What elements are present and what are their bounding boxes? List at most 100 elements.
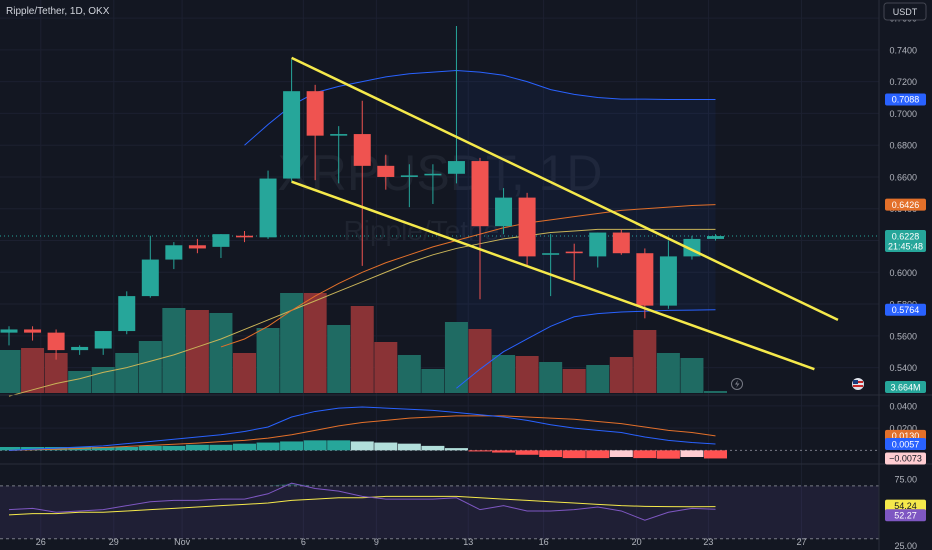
candle[interactable] — [118, 291, 136, 335]
ma-price-label[interactable]: 0.6426 — [885, 198, 926, 211]
candle-body[interactable] — [707, 236, 724, 239]
macd-histogram-bar[interactable] — [185, 444, 209, 451]
macd-histogram-bar[interactable] — [233, 443, 256, 451]
rsi-tick-label[interactable]: 75.00 — [894, 475, 917, 485]
candle[interactable] — [424, 164, 442, 204]
macd-histogram-bar[interactable] — [91, 447, 115, 451]
volume-bar[interactable] — [539, 362, 563, 393]
bollinger-upper-price-label-text[interactable]: 0.7088 — [892, 95, 920, 105]
macd-histogram-bar[interactable] — [468, 450, 492, 452]
macd-tick-label[interactable]: 0.0400 — [889, 401, 917, 411]
time-tick-label[interactable]: 16 — [539, 537, 549, 547]
macd-histogram-bar[interactable] — [115, 447, 139, 451]
volume-bar[interactable] — [421, 369, 445, 393]
candle-body[interactable] — [659, 256, 677, 306]
volume-bar[interactable] — [21, 348, 45, 393]
time-tick-label[interactable]: 27 — [796, 537, 806, 547]
rsi-ma-label-text[interactable]: 54.24 — [894, 501, 917, 511]
volume-bar[interactable] — [138, 341, 162, 393]
currency-button[interactable]: USDT — [883, 2, 927, 21]
candle[interactable] — [495, 188, 513, 235]
flash-icon[interactable] — [731, 378, 743, 390]
price-axis[interactable]: 0.54000.56000.58000.60000.62000.64000.66… — [885, 14, 926, 550]
volume-bar[interactable] — [233, 353, 256, 393]
volume-price-label-text[interactable]: 3.664M — [890, 382, 920, 392]
volume-bar[interactable] — [515, 356, 539, 393]
candle[interactable] — [447, 26, 465, 184]
macd-histogram-bar[interactable] — [562, 450, 586, 459]
candle-body[interactable] — [377, 165, 395, 177]
candle-body[interactable] — [188, 245, 206, 249]
volume-bar[interactable] — [162, 308, 186, 393]
candle-body[interactable] — [353, 134, 371, 166]
symbol-title[interactable]: Ripple/Tether, 1D, OKX — [6, 6, 110, 17]
macd-signal-line[interactable] — [8, 415, 716, 451]
volume-bar[interactable] — [680, 358, 704, 393]
macd-histogram-bar[interactable] — [704, 450, 727, 459]
volume-bar[interactable] — [492, 355, 516, 393]
candle[interactable] — [330, 126, 348, 184]
candle[interactable] — [636, 248, 654, 319]
macd-histogram-bar[interactable] — [0, 447, 21, 451]
time-tick-label[interactable]: 26 — [36, 537, 46, 547]
volume-bar[interactable] — [444, 322, 468, 393]
macd-pane[interactable] — [0, 406, 879, 459]
candle[interactable] — [565, 243, 583, 281]
volume-bar[interactable] — [468, 329, 492, 393]
candle[interactable] — [259, 170, 277, 239]
volume-bar[interactable] — [350, 306, 374, 393]
candle[interactable] — [471, 157, 489, 300]
macd-histogram-bar[interactable] — [138, 445, 162, 451]
volume-bar[interactable] — [327, 325, 351, 393]
macd-histogram-bar[interactable] — [162, 445, 186, 451]
macd-histogram-bar[interactable] — [280, 441, 304, 451]
bollinger-lower-price-label[interactable]: 0.5764 — [885, 303, 926, 316]
price-tick-label[interactable]: 0.7000 — [889, 109, 917, 119]
bollinger-lower-price-label-bg[interactable] — [885, 303, 926, 316]
macd-histogram-bar[interactable] — [515, 450, 539, 455]
macd-histogram-bar[interactable] — [656, 450, 680, 459]
trendline[interactable] — [291, 180, 815, 371]
macd-histogram-bar[interactable] — [350, 441, 374, 451]
candle[interactable] — [94, 331, 112, 355]
volume-bar[interactable] — [633, 330, 657, 393]
volume-price-label-bg[interactable] — [885, 381, 926, 393]
candle[interactable] — [0, 326, 18, 346]
volume-price-label[interactable]: 3.664M — [885, 381, 926, 393]
volume-bar[interactable] — [185, 310, 209, 393]
bollinger-upper-price-label[interactable]: 0.7088 — [885, 93, 926, 106]
volume-bar[interactable] — [656, 353, 680, 393]
candle-body[interactable] — [165, 245, 183, 260]
candle-body[interactable] — [330, 134, 348, 136]
candle-body[interactable] — [259, 178, 277, 238]
ma-orange-line[interactable] — [220, 204, 716, 348]
macd-histogram-bar[interactable] — [680, 450, 704, 457]
rsi-ma-line[interactable] — [8, 495, 716, 516]
candle-body[interactable] — [612, 232, 630, 254]
price-tick-label[interactable]: 0.6800 — [889, 141, 917, 151]
bollinger-upper-line[interactable] — [244, 70, 716, 146]
bollinger-lower-line[interactable] — [456, 309, 716, 389]
macd-histogram-label[interactable]: −0.0073 — [885, 452, 926, 465]
volume-bar[interactable] — [303, 293, 327, 393]
macd-value-label-text[interactable]: 0.0057 — [892, 439, 920, 449]
volume-bar[interactable] — [609, 357, 633, 393]
candle[interactable] — [542, 234, 560, 297]
candle-body[interactable] — [636, 253, 654, 306]
last-price-label-bg[interactable] — [885, 230, 926, 253]
volume-bar[interactable] — [704, 391, 727, 393]
macd-value-label[interactable]: 0.0057 — [885, 438, 926, 450]
rsi-value-label-text[interactable]: 52.27 — [894, 511, 917, 521]
candle-body[interactable] — [24, 329, 42, 333]
candle[interactable] — [306, 84, 324, 181]
candle-body[interactable] — [447, 161, 465, 174]
time-tick-label[interactable]: 13 — [463, 537, 473, 547]
ma-yellow-line[interactable] — [8, 228, 716, 397]
time-tick-label[interactable]: 6 — [301, 537, 306, 547]
price-tick-label[interactable]: 0.6000 — [889, 268, 917, 278]
price-tick-label[interactable]: 0.5600 — [889, 331, 917, 341]
candle-body[interactable] — [236, 235, 253, 238]
candle[interactable] — [188, 238, 206, 254]
